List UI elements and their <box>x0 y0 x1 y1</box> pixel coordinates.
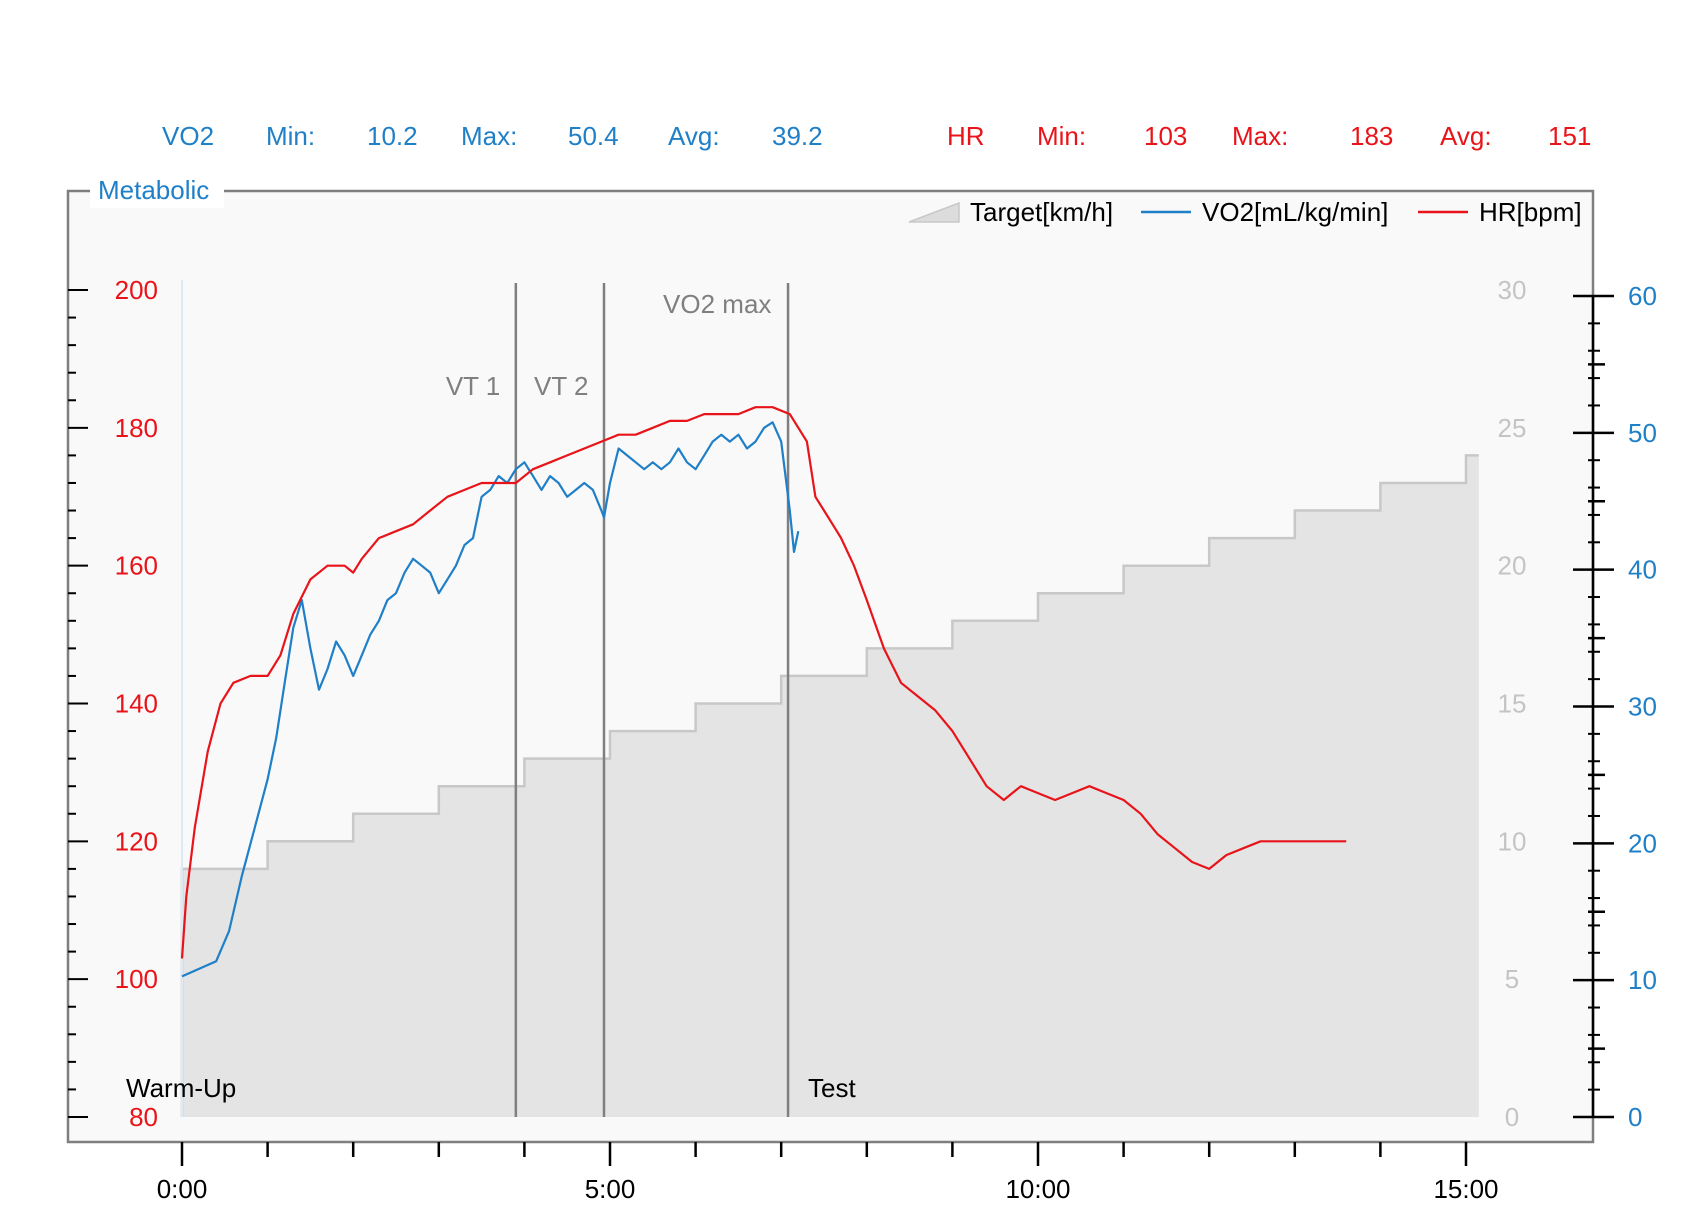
chart-legend: Target[km/h] VO2[mL/kg/min] HR[bpm] <box>908 197 1582 227</box>
hr-min-value: 103 <box>1144 121 1187 151</box>
speed-axis-tick-label: 5 <box>1505 964 1519 994</box>
target-area <box>182 455 1479 1117</box>
phase-label-test: Test <box>808 1073 856 1103</box>
vo2-max-label: Max: <box>461 121 517 151</box>
phase-label-warmup: Warm-Up <box>126 1073 236 1103</box>
time-axis-tick-label: 5:00 <box>585 1174 636 1204</box>
hr-axis-tick-label: 200 <box>115 275 158 305</box>
panel-title-backdrop <box>90 174 224 208</box>
legend-target-label: Target[km/h] <box>970 197 1113 227</box>
legend-vo2-label: VO2[mL/kg/min] <box>1202 197 1388 227</box>
threshold-label: VT 1 <box>446 371 500 401</box>
hr-line-layer <box>180 406 1347 959</box>
vo2-stat-label: VO2 <box>162 121 214 151</box>
hr-avg-value: 151 <box>1548 121 1591 151</box>
threshold-marker-layer: VT 1 VT 2 VO2 max <box>446 283 790 1117</box>
speed-axis-tick-label: 20 <box>1498 551 1527 581</box>
vo2-axis-tick-label: 60 <box>1628 281 1657 311</box>
legend-target-swatch <box>908 201 960 223</box>
vo2-avg-value: 39.2 <box>772 121 823 151</box>
time-axis-tick-label: 0:00 <box>157 1174 208 1204</box>
hr-min-label: Min: <box>1037 121 1086 151</box>
target-area-outline <box>180 454 1479 1117</box>
hr-stat-label: HR <box>947 121 985 151</box>
vo2-axis-tick-label: 10 <box>1628 965 1657 995</box>
speed-axis-tick-label: 25 <box>1498 413 1527 443</box>
hr-axis-tick-label: 100 <box>115 964 158 994</box>
vo2-min-value: 10.2 <box>367 121 418 151</box>
speed-axis-tick-label: 0 <box>1505 1102 1519 1132</box>
target-area-layer <box>180 280 1479 1117</box>
time-axis-tick-label: 15:00 <box>1433 1174 1498 1204</box>
speed-axis-tick-label: 15 <box>1498 689 1527 719</box>
threshold-label: VO2 max <box>663 289 771 319</box>
hr-axis-tick-label: 80 <box>129 1102 158 1132</box>
hr-axis-tick-label: 160 <box>115 551 158 581</box>
vo2-max-value: 50.4 <box>568 121 619 151</box>
vo2-axis: 0 10 20 30 40 50 60 <box>1573 281 1657 1132</box>
vo2-avg-label: Avg: <box>668 121 720 151</box>
vo2-axis-tick-label: 0 <box>1628 1102 1642 1132</box>
hr-axis-tick-label: 180 <box>115 413 158 443</box>
vo2-axis-tick-label: 20 <box>1628 828 1657 858</box>
speed-axis-tick-label: 10 <box>1498 826 1527 856</box>
hr-axis-tick-label: 120 <box>115 826 158 856</box>
hr-line <box>180 406 1347 959</box>
phase-label-layer: Warm-Up Test <box>126 1073 857 1103</box>
stats-row: VO2 Min: 10.2 Max: 50.4 Avg: 39.2 HR Min… <box>162 121 1591 151</box>
hr-axis: 80 100 120 140 160 180 200 <box>68 275 158 1132</box>
vo2-line <box>181 421 800 978</box>
vo2-line-layer <box>181 421 800 978</box>
speed-axis-tick-label: 30 <box>1498 275 1527 305</box>
time-axis-tick-label: 10:00 <box>1005 1174 1070 1204</box>
vo2-axis-tick-label: 50 <box>1628 418 1657 448</box>
vo2-axis-tick-label: 40 <box>1628 555 1657 585</box>
panel-title: Metabolic <box>98 175 209 205</box>
hr-axis-tick-label: 140 <box>115 689 158 719</box>
vo2-min-label: Min: <box>266 121 315 151</box>
hr-avg-label: Avg: <box>1440 121 1492 151</box>
time-axis: 0:00 5:00 10:00 15:00 <box>157 1142 1499 1204</box>
speed-axis: 0 5 10 15 20 25 30 <box>1498 275 1527 1132</box>
hr-max-value: 183 <box>1350 121 1393 151</box>
vo2-axis-tick-label: 30 <box>1628 692 1657 722</box>
threshold-label: VT 2 <box>534 371 588 401</box>
legend-hr-label: HR[bpm] <box>1479 197 1582 227</box>
hr-max-label: Max: <box>1232 121 1288 151</box>
